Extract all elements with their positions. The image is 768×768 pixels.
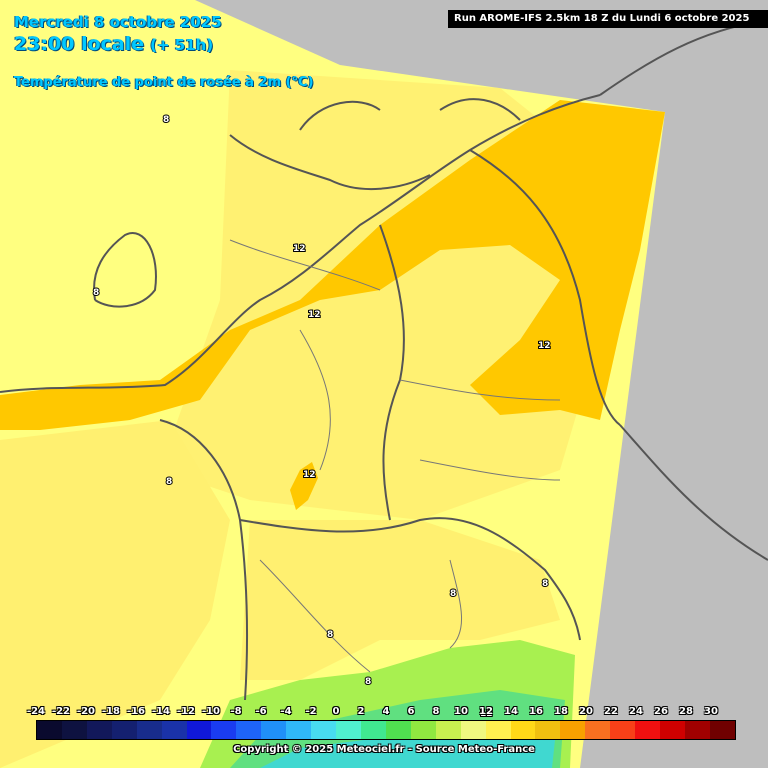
contour-label: 12	[308, 310, 321, 320]
dewpoint-zone-12c-rhine	[290, 462, 318, 510]
legend-swatch	[485, 721, 511, 739]
legend-swatch	[37, 721, 62, 739]
contour-label: 12	[538, 341, 551, 351]
legend-swatch	[261, 721, 287, 739]
legend-swatch	[86, 721, 112, 739]
legend-swatch	[161, 721, 187, 739]
legend-swatch	[585, 721, 611, 739]
dewpoint-zone-west	[0, 420, 230, 768]
contour-label: 8	[327, 630, 333, 640]
contour-labels: 8 8 8 8 8 8 8 12 12 12 12 12	[92, 114, 552, 720]
legend-label: 6	[407, 706, 415, 717]
legend-label: -24	[26, 706, 46, 717]
forecast-date: Mercredi 8 octobre 2025	[14, 13, 222, 31]
legend-label: -6	[255, 706, 267, 717]
legend-label: 18	[554, 706, 568, 717]
legend-swatch	[236, 721, 262, 739]
legend-label: 16	[529, 706, 543, 717]
legend-label: 10	[454, 706, 468, 717]
legend-swatch	[460, 721, 486, 739]
legend-label: 8	[432, 706, 440, 717]
legend-swatch	[510, 721, 536, 739]
run-info: Run AROME-IFS 2.5km 18 Z du Lundi 6 octo…	[448, 10, 768, 28]
legend-swatch	[136, 721, 162, 739]
legend-swatch	[111, 721, 137, 739]
legend-label: 26	[654, 706, 668, 717]
contour-label: 12	[480, 709, 493, 719]
contour-label: 8	[163, 115, 169, 125]
legend-label: 0	[332, 706, 340, 717]
legend-label: -14	[151, 706, 171, 717]
legend-swatch	[610, 721, 636, 739]
legend-swatch	[560, 721, 586, 739]
legend-swatch	[61, 721, 87, 739]
legend-label: -4	[280, 706, 292, 717]
legend-swatch	[635, 721, 661, 739]
legend-label: -10	[201, 706, 221, 717]
forecast-lead: (+ 51h)	[150, 36, 214, 54]
parameter-title: Température de point de rosée à 2m (°C)	[14, 75, 314, 90]
legend-swatch	[311, 721, 337, 739]
legend-swatch	[709, 721, 735, 739]
contour-label: 8	[365, 677, 371, 687]
legend-swatch	[660, 721, 685, 739]
legend-colorbar	[36, 720, 736, 740]
legend-label: 14	[504, 706, 518, 717]
regional-borders	[229, 239, 561, 673]
legend-label: -18	[101, 706, 121, 717]
legend-swatch	[435, 721, 461, 739]
legend-swatch	[385, 721, 411, 739]
legend-label: -16	[126, 706, 146, 717]
dewpoint-zone-south	[240, 520, 560, 680]
legend-labels: -24 -22 -20 -18 -16 -14 -12 -10 -8 -6 -4 -2 0 2 4 6 8 10 1…	[27, 706, 736, 718]
legend-label: 22	[604, 706, 618, 717]
copyright: Copyright © 2025 Meteociel.fr - Source M…	[233, 744, 535, 755]
legend-label: 30	[704, 706, 718, 717]
legend-swatch	[410, 721, 436, 739]
legend-swatch	[336, 721, 361, 739]
contour-label: 8	[166, 477, 172, 487]
legend-swatch	[211, 721, 237, 739]
legend-label: 28	[679, 706, 693, 717]
legend-label: -8	[230, 706, 242, 717]
legend-swatch	[535, 721, 561, 739]
legend-label: -12	[176, 706, 196, 717]
legend-label: -20	[76, 706, 96, 717]
contour-label: 8	[450, 589, 456, 599]
legend-swatch	[186, 721, 212, 739]
contour-label: 12	[303, 470, 316, 480]
dewpoint-zone-12c	[0, 100, 665, 430]
contour-label: 8	[542, 579, 548, 589]
legend-label: -22	[51, 706, 71, 717]
legend-label: -2	[305, 706, 317, 717]
contour-label: 8	[93, 288, 99, 298]
contour-label: 12	[293, 244, 306, 254]
legend-swatch	[360, 721, 386, 739]
legend-swatch	[286, 721, 312, 739]
legend-label: 24	[629, 706, 643, 717]
forecast-time-local: 23:00 locale	[14, 33, 145, 55]
legend-label: 12	[479, 706, 493, 717]
forecast-time: 23:00 locale (+ 51h)	[14, 33, 213, 55]
legend-swatch	[684, 721, 710, 739]
legend-label: 2	[357, 706, 365, 717]
legend-label: 20	[579, 706, 593, 717]
legend-label: 4	[382, 706, 390, 717]
